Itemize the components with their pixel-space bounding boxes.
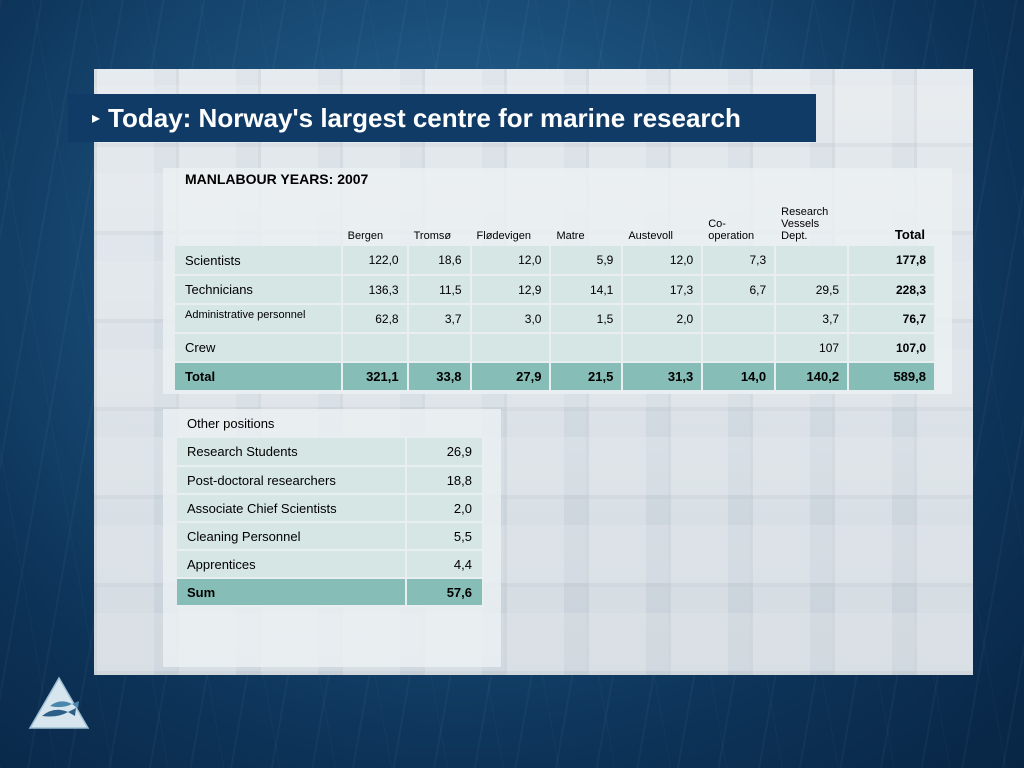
table-cell [470,333,552,363]
table-cell: 14,1 [550,275,624,305]
other-positions-table: Research Students 26,9 Post-doctoral res… [177,438,484,607]
row-label: Cleaning Personnel [177,522,407,551]
manlabour-heading: MANLABOUR YEARS: 2007 [185,171,369,187]
column-header: Matre [556,230,585,242]
table-cell: 6,7 [702,275,777,305]
table-cell: 4,4 [406,550,484,579]
table-cell: 136,3 [341,275,409,305]
table-cell [702,304,777,334]
row-label: Post-doctoral researchers [177,466,407,495]
table-row: Administrative personnel 62,8 3,7 3,0 1,… [175,304,936,334]
table-cell: 12,9 [470,275,552,305]
manlabour-header-row: Bergen Tromsø Flødevigen Matre Austevoll… [175,196,935,246]
total-cell: 14,0 [702,362,777,392]
column-header: Bergen [347,230,384,242]
table-cell: 11,5 [407,275,472,305]
sum-row: Sum 57,6 [177,578,484,607]
table-cell: 7,3 [702,246,777,276]
row-label: Scientists [175,246,343,276]
slide-title: Today: Norway's largest centre for marin… [108,102,741,133]
row-label: Crew [175,333,343,363]
column-header: Co- operation [708,218,755,242]
fish-triangle-logo-icon [28,676,90,729]
table-cell: 29,5 [775,275,850,305]
column-header-blank [175,196,342,246]
row-total-cell: 107,0 [848,333,936,363]
column-header-total: Total [894,227,925,242]
row-total-cell: 76,7 [848,304,936,334]
row-total-cell: 228,3 [848,275,936,305]
table-cell [550,333,624,363]
table-cell: 2,0 [406,494,484,523]
manlabour-table: Bergen Tromsø Flødevigen Matre Austevoll… [175,196,936,392]
slide-title-bar: ▸ Today: Norway's largest centre for mar… [68,94,816,142]
column-header: Flødevigen [476,230,531,242]
table-cell [341,333,409,363]
sum-label: Sum [177,578,407,607]
total-cell: 27,9 [470,362,552,392]
table-row: Cleaning Personnel 5,5 [177,522,484,551]
row-label: Administrative personnel [175,304,343,334]
table-row: Scientists 122,0 18,6 12,0 5,9 12,0 7,3 … [175,246,936,276]
sum-value: 57,6 [406,578,484,607]
total-row-label: Total [175,362,343,392]
total-cell: 33,8 [407,362,472,392]
table-row: Post-doctoral researchers 18,8 [177,466,484,495]
row-total-cell: 177,8 [848,246,936,276]
table-cell: 18,8 [406,466,484,495]
row-label: Associate Chief Scientists [177,494,407,523]
row-label: Technicians [175,275,343,305]
table-cell [407,333,472,363]
table-cell: 1,5 [550,304,624,334]
table-cell: 3,7 [407,304,472,334]
row-label: Research Students [177,438,407,467]
table-cell: 122,0 [341,246,409,276]
table-cell: 5,5 [406,522,484,551]
table-cell: 26,9 [406,438,484,467]
table-row: Crew 107 107,0 [175,333,936,363]
total-row: Total 321,1 33,8 27,9 21,5 31,3 14,0 140… [175,362,936,392]
table-cell [775,246,850,276]
column-header: Research Vessels Dept. [781,206,829,242]
table-cell: 3,0 [470,304,552,334]
column-header: Tromsø [413,230,452,242]
table-cell: 12,0 [622,246,704,276]
table-cell [622,333,704,363]
total-cell: 31,3 [622,362,704,392]
table-cell: 107 [775,333,850,363]
column-header: Austevoll [628,230,673,242]
table-cell: 17,3 [622,275,704,305]
table-row: Research Students 26,9 [177,438,484,467]
total-cell: 140,2 [775,362,850,392]
table-cell: 3,7 [775,304,850,334]
total-cell: 321,1 [341,362,409,392]
table-cell: 18,6 [407,246,472,276]
table-cell [702,333,777,363]
other-positions-heading: Other positions [187,416,275,431]
row-label: Apprentices [177,550,407,579]
table-row: Associate Chief Scientists 2,0 [177,494,484,523]
total-cell: 21,5 [550,362,624,392]
table-row: Technicians 136,3 11,5 12,9 14,1 17,3 6,… [175,275,936,305]
title-bullet-icon: ▸ [92,110,101,127]
table-cell: 2,0 [622,304,704,334]
table-cell: 62,8 [341,304,409,334]
table-row: Apprentices 4,4 [177,550,484,579]
table-cell: 5,9 [550,246,624,276]
grand-total-cell: 589,8 [848,362,936,392]
table-cell: 12,0 [470,246,552,276]
